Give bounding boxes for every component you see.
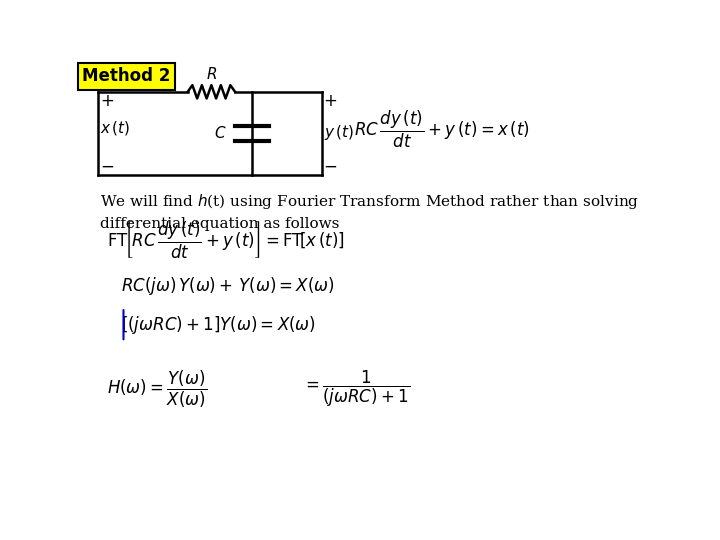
- Text: $C$: $C$: [214, 125, 227, 140]
- Text: $RC(j\omega)\,Y(\omega)+\, Y(\omega) = X(\omega)$: $RC(j\omega)\,Y(\omega)+\, Y(\omega) = X…: [121, 275, 335, 297]
- Text: +: +: [100, 92, 114, 110]
- Text: $\mathrm{FT}\!\left[RC\,\dfrac{dy\,(t)}{dt} + y\,(t)\right] = \mathrm{FT}\!\left: $\mathrm{FT}\!\left[RC\,\dfrac{dy\,(t)}{…: [107, 220, 345, 261]
- Text: We will find $\mathit{h}$(t) using Fourier Transform Method rather than solving
: We will find $\mathit{h}$(t) using Fouri…: [100, 192, 639, 231]
- Text: $RC\,\dfrac{dy\,(t)}{dt} + y\,(t) = x\,(t)$: $RC\,\dfrac{dy\,(t)}{dt} + y\,(t) = x\,(…: [354, 109, 529, 150]
- Text: $y\,(t)$: $y\,(t)$: [324, 123, 355, 142]
- Text: +: +: [323, 92, 337, 110]
- Text: $\left[(j\omega RC) + 1\right] Y(\omega) = X(\omega)$: $\left[(j\omega RC) + 1\right] Y(\omega)…: [121, 314, 315, 336]
- Text: $H(\omega) = \dfrac{Y(\omega)}{X(\omega)}$: $H(\omega) = \dfrac{Y(\omega)}{X(\omega)…: [107, 368, 207, 410]
- Text: $= \dfrac{1}{(j\omega RC)+1}$: $= \dfrac{1}{(j\omega RC)+1}$: [302, 369, 410, 409]
- Text: $R$: $R$: [206, 66, 217, 82]
- Text: Method 2: Method 2: [82, 68, 171, 85]
- Text: $-$: $-$: [100, 157, 114, 174]
- Text: $x\,(t)$: $x\,(t)$: [100, 119, 130, 137]
- Text: $-$: $-$: [323, 157, 338, 174]
